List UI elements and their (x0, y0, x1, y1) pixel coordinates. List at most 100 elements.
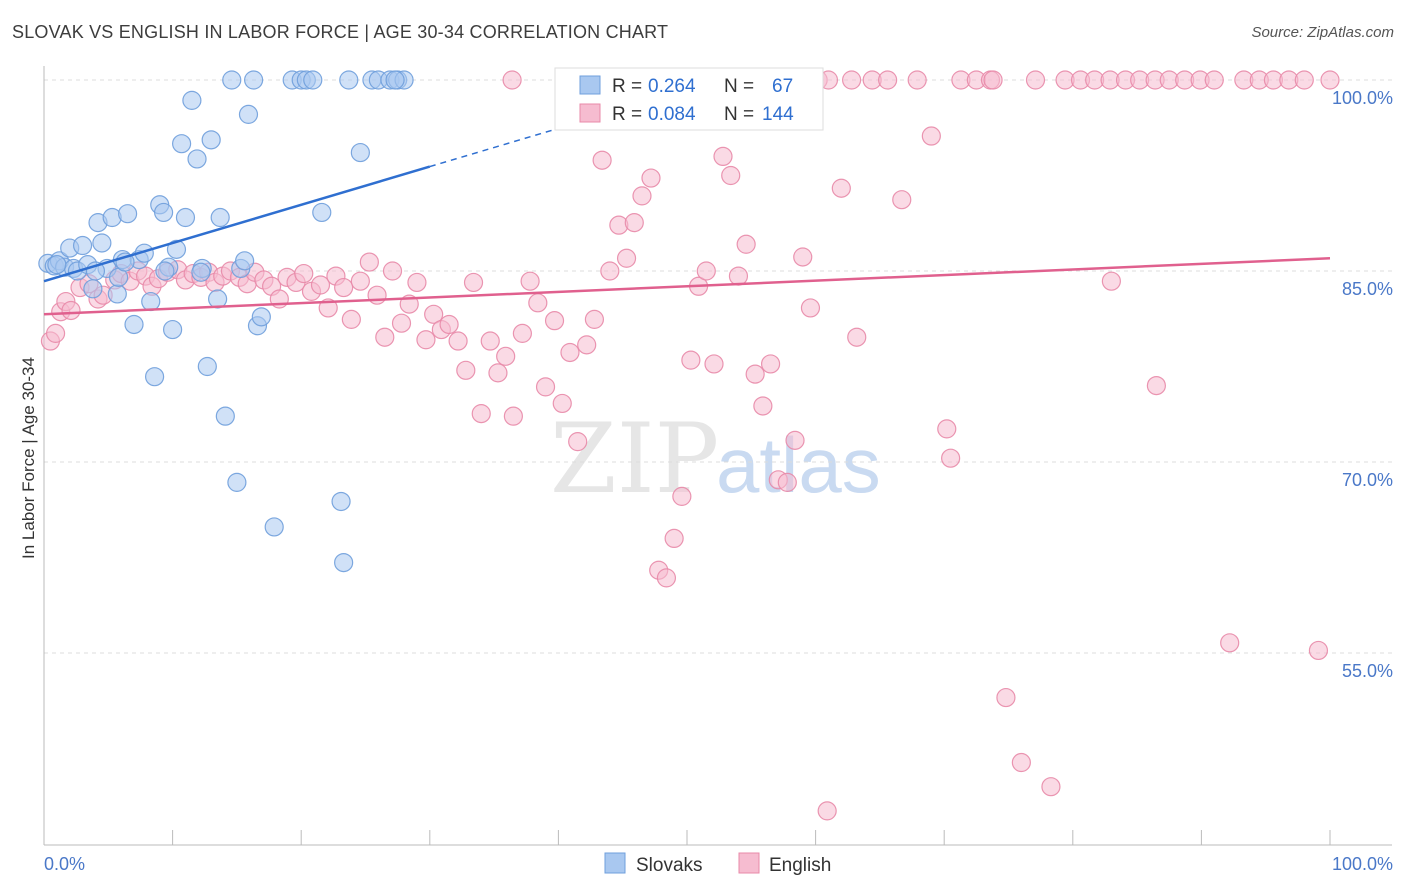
slovaks-point-33 (201, 130, 221, 150)
english-point-1 (45, 323, 66, 343)
english-point-139 (842, 70, 862, 90)
english-point-133 (983, 70, 1003, 90)
english-series (40, 70, 1340, 821)
slovaks-trend-extension (429, 127, 559, 168)
slovaks-point-21 (144, 367, 165, 387)
stats-english-n-label: N = (724, 104, 754, 125)
slovaks-point-54 (350, 142, 370, 163)
slovaks-point-17 (124, 314, 144, 335)
english-point-100 (847, 327, 867, 347)
english-point-53 (456, 360, 476, 380)
stats-slovaks-r-label: R = (612, 76, 642, 97)
legend-slovaks-swatch (604, 852, 626, 874)
english-point-103 (892, 190, 912, 210)
english-point-62 (528, 293, 548, 313)
slovaks-point-9 (83, 279, 103, 299)
english-point-54 (463, 272, 484, 293)
slovaks-point-29 (182, 90, 202, 110)
slovaks-point-20 (141, 291, 161, 312)
english-point-78 (656, 568, 677, 588)
trend-lines (43, 127, 1331, 316)
slovaks-point-52 (334, 552, 354, 573)
slovaks-point-61 (47, 255, 67, 275)
slovaks-point-38 (227, 472, 247, 492)
y-tick-label-100: 100.0% (1332, 88, 1393, 108)
english-point-124 (1204, 70, 1224, 90)
english-point-61 (520, 271, 540, 291)
english-point-137 (817, 801, 837, 821)
english-point-80 (672, 486, 692, 506)
stats-slovaks-n-value: 67 (772, 76, 793, 97)
english-point-79 (664, 528, 684, 549)
english-point-110 (996, 687, 1016, 708)
english-point-64 (544, 311, 565, 331)
english-point-48 (416, 330, 436, 350)
slovaks-point-30 (187, 149, 207, 169)
english-point-130 (1294, 70, 1314, 90)
slovaks-point-35 (210, 207, 230, 228)
stats-slovaks-swatch (579, 75, 601, 95)
english-point-66 (560, 342, 580, 363)
english-point-59 (503, 406, 523, 426)
english-point-112 (1025, 70, 1046, 90)
english-point-131 (1308, 640, 1329, 661)
english-point-105 (921, 126, 941, 146)
slovaks-point-25 (163, 319, 183, 340)
slovaks-point-51 (331, 491, 351, 512)
slovaks-point-60 (385, 70, 405, 90)
y-tick-label-70: 70.0% (1342, 470, 1393, 490)
english-point-85 (713, 146, 733, 166)
stats-english-r-label: R = (612, 104, 642, 125)
english-point-63 (535, 377, 556, 397)
english-point-134 (941, 448, 961, 468)
slovaks-point-44 (251, 307, 271, 327)
english-point-60 (512, 323, 532, 343)
watermark: ZIP atlas (550, 403, 881, 515)
legend-english-swatch (738, 852, 760, 874)
english-point-49 (424, 304, 444, 324)
english-point-33 (294, 263, 314, 284)
english-point-102 (878, 70, 898, 90)
slovaks-point-40 (235, 251, 255, 271)
legend-english-label: English (769, 855, 831, 876)
stats-legend: R = 0.264 N = 67 R = 0.084 N = 144 (554, 67, 824, 131)
english-trend-line (43, 257, 1331, 316)
english-point-94 (785, 430, 805, 450)
english-point-67 (568, 432, 588, 452)
english-point-138 (502, 70, 522, 90)
english-point-89 (745, 364, 765, 384)
slovaks-point-50 (312, 202, 332, 223)
english-point-45 (391, 313, 412, 333)
slovaks-point-7 (72, 235, 93, 256)
slovaks-point-49 (303, 70, 323, 90)
watermark-zip: ZIP (550, 403, 719, 515)
slovaks-point-27 (172, 134, 192, 154)
english-point-95 (793, 247, 813, 267)
chart-source: Source: ZipAtlas.com (1251, 24, 1394, 41)
english-point-43 (375, 327, 395, 347)
english-point-86 (721, 165, 741, 186)
stats-english-swatch (579, 103, 601, 123)
english-point-41 (359, 252, 379, 272)
stats-english-r-value: 0.084 (648, 104, 696, 125)
english-point-42 (367, 285, 387, 305)
slovaks-point-28 (175, 207, 196, 228)
slovaks-point-41 (238, 104, 259, 124)
english-point-70 (592, 150, 612, 170)
slovaks-point-11 (92, 233, 112, 253)
english-point-65 (552, 393, 572, 414)
x-tick-label-100: 100.0% (1332, 854, 1393, 874)
english-point-106 (937, 419, 957, 439)
slovaks-point-16 (117, 204, 138, 224)
english-point-136 (1146, 376, 1166, 396)
english-point-76 (641, 168, 661, 188)
english-point-113 (1041, 777, 1061, 797)
english-point-39 (341, 309, 361, 329)
stats-english-n-value: 144 (762, 104, 794, 125)
series-legend: Slovaks English (604, 852, 831, 876)
slovaks-point-26 (166, 239, 187, 259)
slovaks-trend-line (43, 165, 431, 283)
english-point-88 (736, 234, 756, 254)
x-tick-label-0: 0.0% (44, 854, 85, 874)
english-point-44 (382, 261, 403, 281)
